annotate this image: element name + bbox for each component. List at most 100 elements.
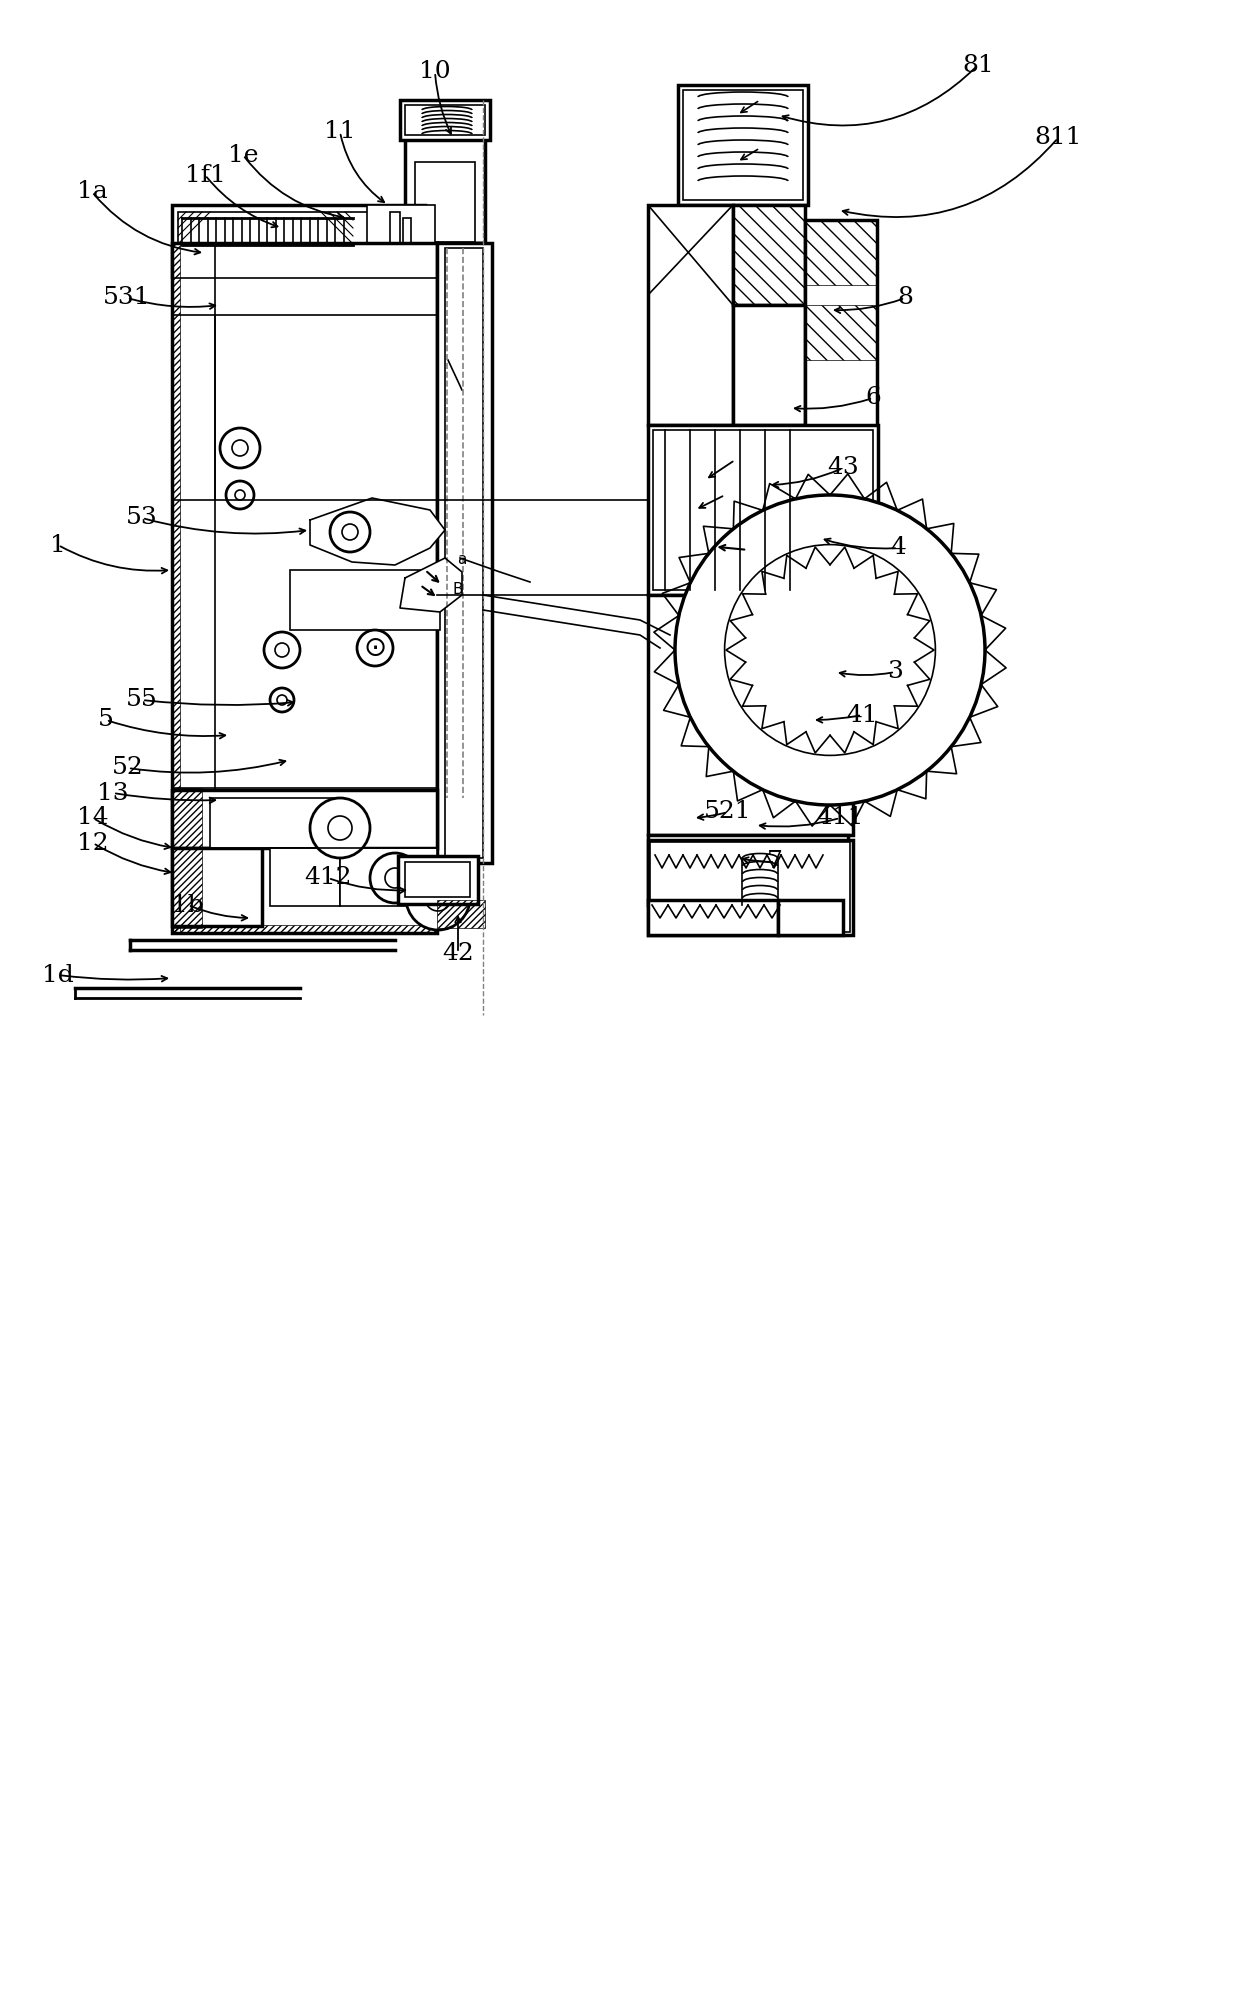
Bar <box>172 790 436 849</box>
Circle shape <box>219 427 260 468</box>
Bar <box>405 863 470 897</box>
Text: 10: 10 <box>419 60 451 83</box>
Bar <box>367 206 435 246</box>
Bar <box>446 248 472 792</box>
Text: 521: 521 <box>704 800 751 823</box>
Circle shape <box>405 867 470 929</box>
Text: 55: 55 <box>126 689 157 712</box>
Bar <box>653 429 873 591</box>
Text: 412: 412 <box>304 867 352 889</box>
Bar <box>210 798 340 849</box>
Bar <box>436 244 484 798</box>
Bar <box>649 595 853 835</box>
Text: 1a: 1a <box>77 181 108 204</box>
Bar <box>777 899 843 935</box>
Text: 1d: 1d <box>42 964 74 986</box>
Circle shape <box>264 631 300 667</box>
Bar <box>405 137 485 244</box>
Bar <box>733 304 805 425</box>
Text: 411: 411 <box>816 806 864 829</box>
Bar <box>179 212 373 266</box>
Circle shape <box>275 643 289 657</box>
Text: 11: 11 <box>324 121 356 143</box>
Circle shape <box>451 371 459 379</box>
Text: 13: 13 <box>97 782 129 804</box>
Bar <box>401 101 490 139</box>
Text: 811: 811 <box>1034 127 1081 149</box>
Bar <box>678 85 808 206</box>
Bar <box>367 246 435 276</box>
Circle shape <box>425 885 451 911</box>
Bar <box>172 244 180 933</box>
Bar <box>649 841 853 935</box>
Text: 1e: 1e <box>228 143 258 167</box>
Bar <box>405 105 485 135</box>
Bar <box>805 220 877 439</box>
Bar <box>650 843 849 931</box>
Circle shape <box>800 621 861 679</box>
Text: 1f1: 1f1 <box>185 163 226 187</box>
Text: 53: 53 <box>126 506 157 530</box>
Bar <box>172 244 436 933</box>
Text: 14: 14 <box>77 806 109 829</box>
Bar <box>436 899 485 927</box>
Text: 12: 12 <box>77 831 109 855</box>
Bar <box>403 218 410 270</box>
Bar <box>805 304 877 361</box>
Text: 42: 42 <box>443 941 474 964</box>
Bar <box>733 206 805 304</box>
Text: 4: 4 <box>890 536 906 560</box>
Circle shape <box>724 544 935 756</box>
Text: 3: 3 <box>887 661 903 683</box>
Bar <box>733 206 805 304</box>
Text: 81: 81 <box>962 54 993 77</box>
Bar <box>270 849 340 905</box>
Circle shape <box>370 853 420 903</box>
Text: 8: 8 <box>897 286 913 310</box>
Circle shape <box>745 564 915 736</box>
Text: B: B <box>453 583 464 597</box>
Text: 52: 52 <box>112 756 144 780</box>
Bar <box>649 206 733 425</box>
Bar <box>172 788 202 927</box>
Bar <box>172 925 436 933</box>
Circle shape <box>236 490 246 500</box>
Circle shape <box>330 512 370 552</box>
Circle shape <box>270 687 294 712</box>
Circle shape <box>342 524 358 540</box>
Text: 43: 43 <box>827 456 859 480</box>
Text: ⊙: ⊙ <box>363 633 387 661</box>
Bar <box>649 899 777 935</box>
Text: 1b: 1b <box>172 893 203 917</box>
Text: 41: 41 <box>846 704 878 726</box>
Bar <box>290 571 440 629</box>
Text: 1: 1 <box>50 534 66 556</box>
Bar <box>649 425 878 595</box>
Circle shape <box>329 816 352 841</box>
Circle shape <box>277 696 286 706</box>
Bar <box>340 849 436 905</box>
Bar <box>649 835 848 905</box>
Circle shape <box>232 439 248 456</box>
Bar <box>398 857 477 903</box>
Bar <box>172 206 425 276</box>
Polygon shape <box>310 498 445 564</box>
Text: 5: 5 <box>98 708 114 732</box>
Text: 531: 531 <box>103 286 151 310</box>
Polygon shape <box>401 558 463 613</box>
Circle shape <box>226 482 254 508</box>
Circle shape <box>815 635 844 665</box>
Text: 6: 6 <box>866 387 880 409</box>
Bar <box>436 244 492 863</box>
Circle shape <box>675 496 985 804</box>
Circle shape <box>310 798 370 859</box>
Bar <box>415 161 475 242</box>
Bar <box>683 91 804 200</box>
Bar <box>445 248 484 859</box>
Bar <box>805 220 877 284</box>
Text: a: a <box>458 552 466 566</box>
Circle shape <box>357 629 393 665</box>
Bar <box>172 849 262 925</box>
Text: 7: 7 <box>768 851 782 873</box>
Circle shape <box>384 869 405 887</box>
